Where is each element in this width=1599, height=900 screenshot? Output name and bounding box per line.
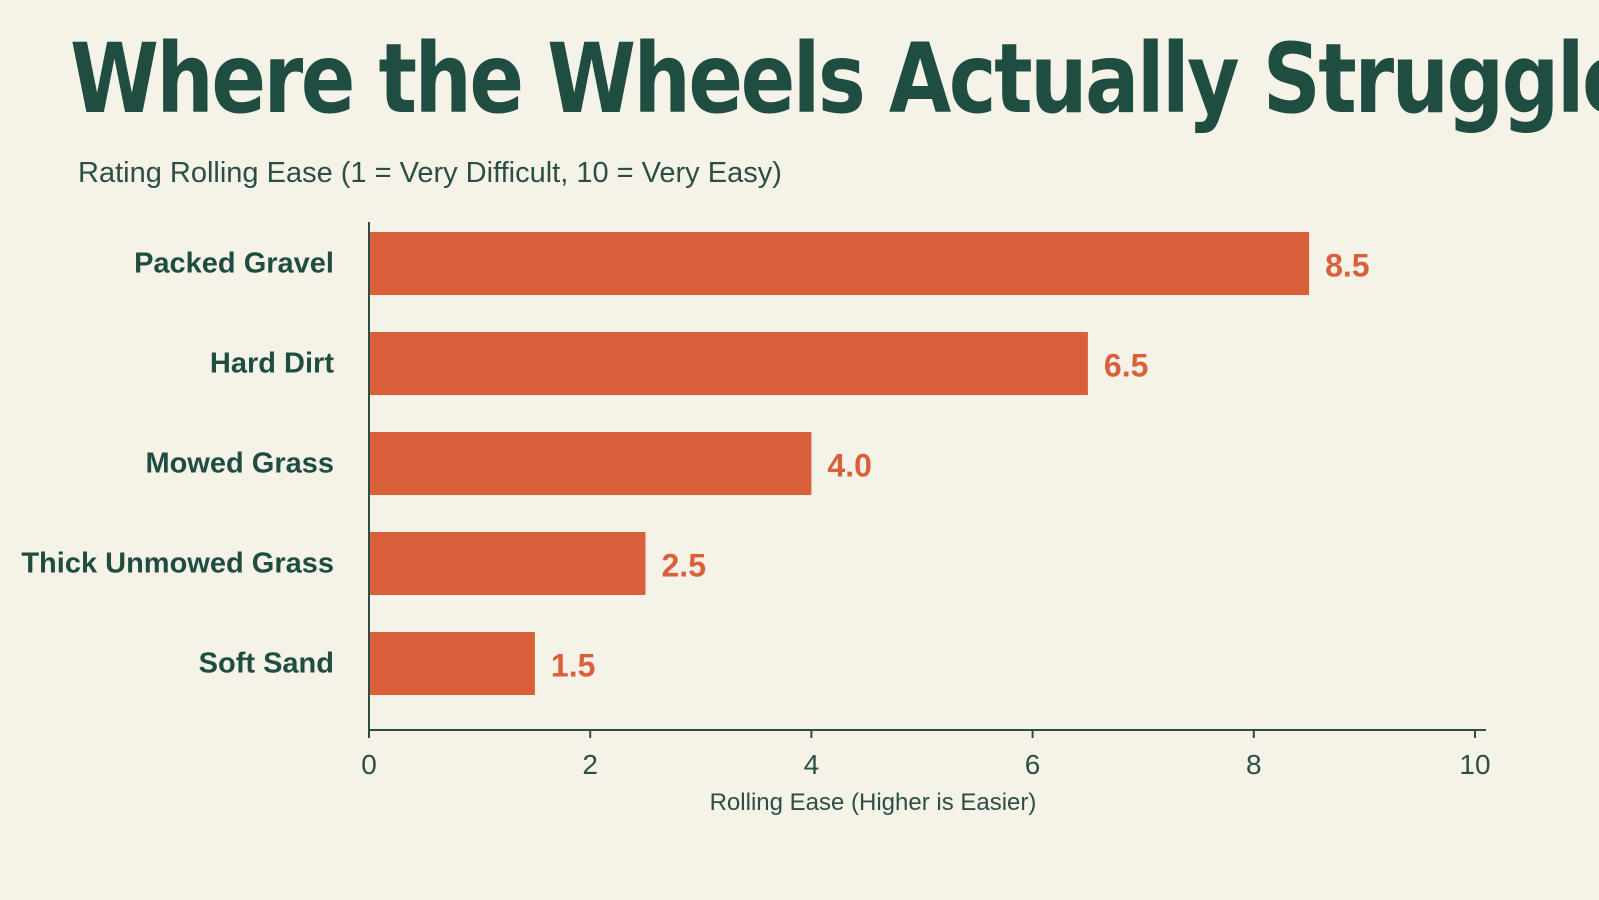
value-label-soft-sand: 1.5 [551,648,595,684]
value-label-packed-gravel: 8.5 [1325,248,1369,284]
ticks-layer: 0 2 4 6 8 10 [361,730,1491,780]
x-tick-label-6: 6 [1025,749,1041,780]
category-label-mowed-grass: Mowed Grass [145,448,334,480]
value-label-thick-unmowed-grass: 2.5 [662,548,706,584]
axes-layer [368,222,1486,731]
chart-title: Where the Wheels Actually Struggle [70,23,1599,135]
bar-packed-gravel [369,232,1310,295]
bar-mowed-grass [369,432,812,495]
category-label-thick-unmowed-grass: Thick Unmowed Grass [21,548,334,580]
x-tick-label-10: 10 [1459,749,1490,780]
value-label-mowed-grass: 4.0 [827,448,871,484]
x-tick-label-0: 0 [361,749,377,780]
bars-layer: Packed Gravel 8.5 Hard Dirt 6.5 Mowed Grass 4… [21,232,1370,695]
category-label-soft-sand: Soft Sand [199,648,334,680]
x-tick-label-8: 8 [1246,749,1262,780]
value-label-hard-dirt: 6.5 [1104,348,1148,384]
category-label-packed-gravel: Packed Gravel [134,248,334,280]
bar-soft-sand [369,632,535,695]
x-axis-title: Rolling Ease (Higher is Easier) [710,789,1037,816]
x-tick-label-2: 2 [582,749,598,780]
chart-subtitle: Rating Rolling Ease (1 = Very Difficult,… [78,157,782,189]
category-label-hard-dirt: Hard Dirt [210,348,334,380]
x-tick-label-4: 4 [804,749,820,780]
bar-thick-unmowed-grass [369,532,646,595]
bar-hard-dirt [369,332,1088,395]
